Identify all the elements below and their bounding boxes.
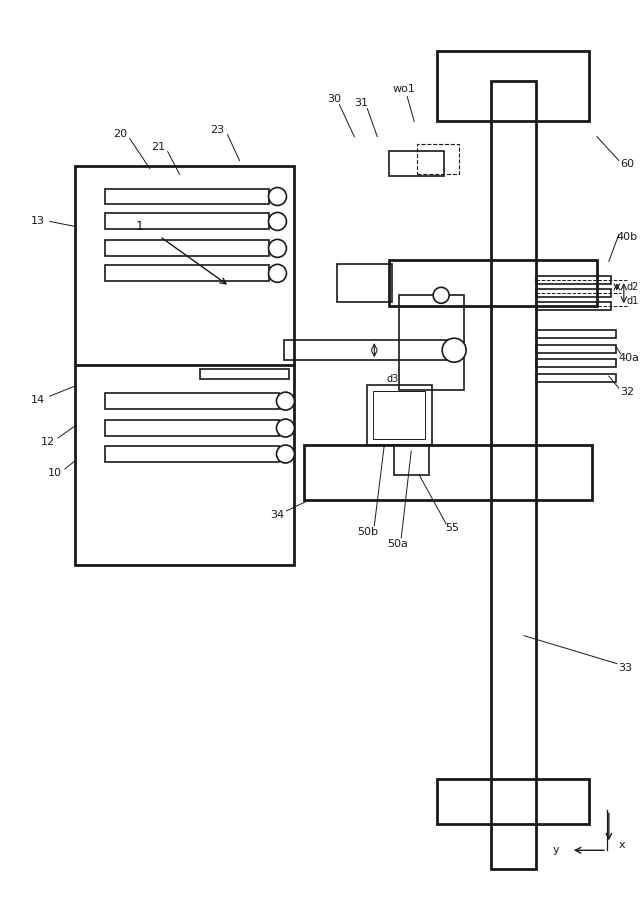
Text: 34: 34 — [271, 510, 285, 520]
Circle shape — [276, 420, 294, 437]
Bar — [105, 189, 269, 204]
Text: 60: 60 — [620, 158, 634, 169]
Bar — [105, 266, 269, 281]
Bar — [491, 81, 536, 869]
Text: 32: 32 — [620, 387, 634, 398]
Circle shape — [433, 288, 449, 303]
Text: 23: 23 — [211, 125, 225, 135]
Text: 13: 13 — [31, 216, 45, 226]
Bar — [105, 420, 280, 436]
Bar — [105, 393, 280, 409]
Bar — [105, 213, 269, 229]
Circle shape — [276, 392, 294, 410]
Bar — [200, 369, 289, 379]
Text: 21: 21 — [150, 142, 164, 151]
Text: y: y — [552, 845, 559, 856]
Bar — [399, 295, 464, 390]
Text: d1: d1 — [627, 296, 639, 306]
Bar — [337, 265, 392, 302]
Circle shape — [276, 445, 294, 463]
Bar — [437, 780, 589, 824]
Text: 55: 55 — [445, 523, 459, 533]
Text: 40a: 40a — [618, 354, 639, 363]
Text: 12: 12 — [41, 437, 55, 447]
Bar — [536, 277, 611, 284]
Text: 33: 33 — [618, 662, 632, 672]
Bar — [394, 445, 429, 475]
Text: 30: 30 — [328, 93, 341, 104]
Text: d3: d3 — [386, 374, 398, 384]
Text: 1: 1 — [136, 220, 143, 233]
Bar — [389, 260, 597, 306]
Text: wo1: wo1 — [393, 83, 415, 93]
Bar — [536, 345, 616, 354]
Text: 50a: 50a — [387, 539, 408, 549]
Bar — [536, 374, 616, 382]
Circle shape — [269, 239, 287, 257]
Bar — [284, 340, 454, 360]
Text: x: x — [619, 840, 625, 850]
Circle shape — [269, 188, 287, 205]
Bar — [536, 289, 611, 298]
Circle shape — [442, 338, 466, 362]
Text: 14: 14 — [31, 395, 45, 405]
Bar — [105, 446, 280, 462]
Bar — [536, 302, 611, 311]
Text: 40b: 40b — [616, 233, 637, 243]
Text: 50b: 50b — [357, 527, 378, 537]
Bar — [75, 166, 294, 565]
Bar — [367, 385, 432, 445]
Text: 20: 20 — [113, 128, 127, 138]
Bar — [536, 359, 616, 367]
Bar — [536, 331, 616, 338]
Bar — [417, 144, 459, 173]
Circle shape — [269, 213, 287, 231]
Bar — [389, 150, 444, 176]
Bar — [373, 391, 425, 439]
Bar — [105, 240, 269, 256]
Bar — [437, 50, 589, 121]
Circle shape — [269, 265, 287, 282]
Text: d2: d2 — [627, 282, 639, 292]
Text: 31: 31 — [355, 98, 369, 108]
Text: 10: 10 — [48, 468, 62, 478]
Bar — [305, 445, 592, 500]
